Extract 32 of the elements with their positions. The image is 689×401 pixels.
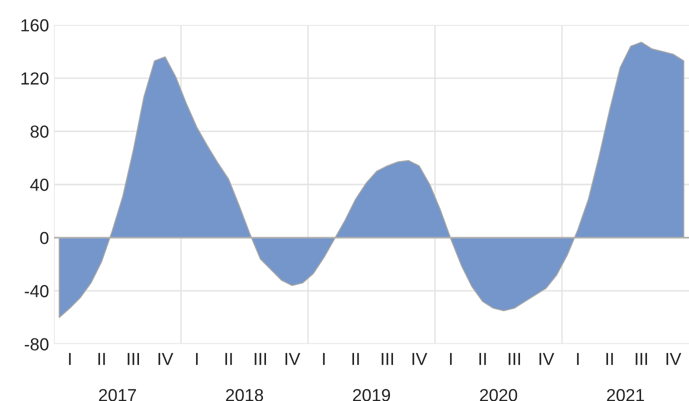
x-tick-label: II <box>225 352 232 365</box>
text: 2017 <box>99 389 136 401</box>
text: 2021 <box>607 389 644 401</box>
x-tick-label: III <box>382 352 394 365</box>
x-tick-label: II <box>606 352 613 365</box>
x-tick-label: III <box>508 352 520 365</box>
x-tick-label: I <box>323 352 325 365</box>
x-tick-label: II <box>352 352 359 365</box>
x-tick-label: II <box>479 352 486 365</box>
x-tick-label: III <box>128 352 140 365</box>
text: 2018 <box>226 389 264 401</box>
y-tick-label: -40 <box>24 285 48 298</box>
y-tick-label: 120 <box>22 72 48 85</box>
y-tick-label: 40 <box>30 178 48 191</box>
x-tick-label: IV <box>666 352 682 365</box>
x-tick-label: I <box>196 352 198 365</box>
x-tick-label: III <box>254 352 266 365</box>
text: 2020 <box>480 389 518 401</box>
x-tick-label: II <box>98 352 105 365</box>
x-tick-label: IV <box>158 352 174 365</box>
x-tick-label: IV <box>540 352 554 365</box>
x-tick-label: I <box>69 352 71 365</box>
text: 2019 <box>353 389 390 401</box>
y-tick-label: 80 <box>30 126 48 138</box>
y-tick-label: 160 <box>22 19 48 32</box>
x-tick-label: I <box>577 352 579 365</box>
x-tick-label: III <box>636 352 648 365</box>
x-tick-label: IV <box>286 352 300 365</box>
y-tick-label: -80 <box>24 338 48 350</box>
x-tick-label: I <box>450 352 452 365</box>
y-tick-label: 0 <box>40 232 48 244</box>
x-tick-label: IV <box>412 352 428 365</box>
